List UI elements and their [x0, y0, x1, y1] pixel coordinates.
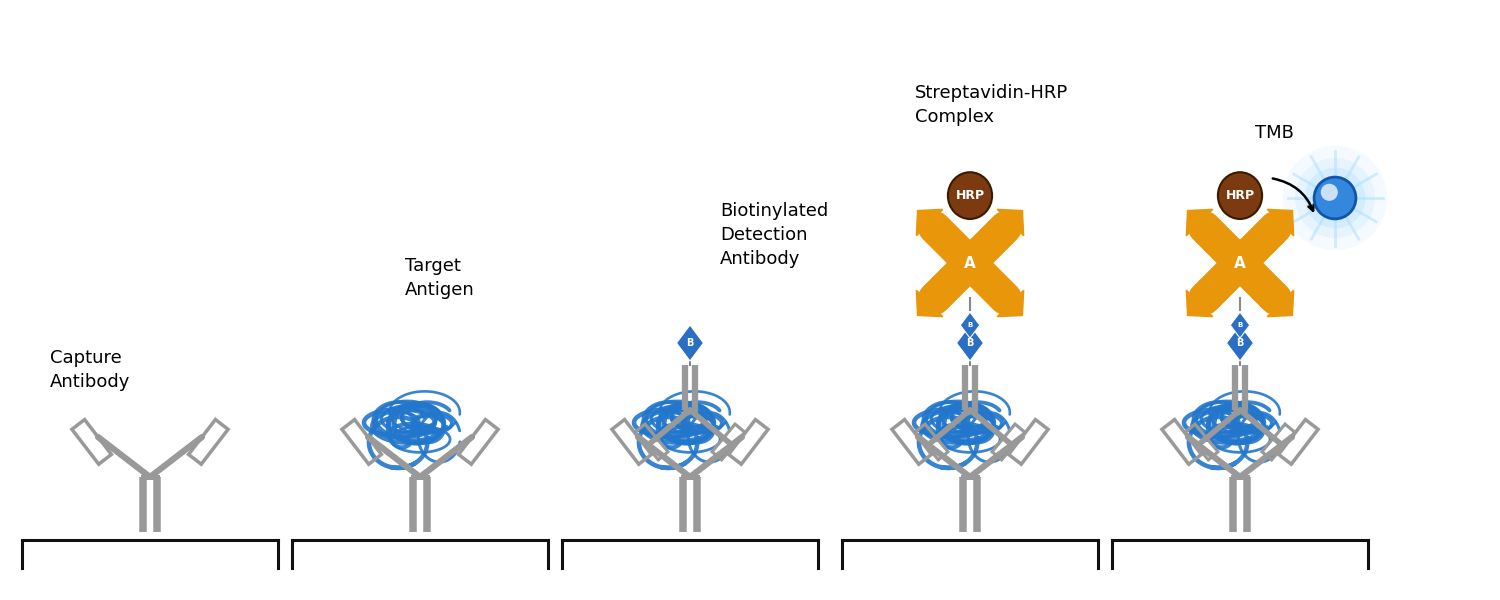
Text: Capture
Antibody: Capture Antibody — [50, 349, 130, 391]
Polygon shape — [1227, 325, 1254, 361]
Text: A: A — [964, 256, 976, 271]
Polygon shape — [998, 290, 1023, 317]
Text: B: B — [687, 338, 693, 348]
Ellipse shape — [1218, 172, 1261, 219]
Polygon shape — [916, 209, 944, 236]
Text: B: B — [1236, 338, 1244, 348]
Polygon shape — [676, 325, 703, 361]
Polygon shape — [1186, 209, 1214, 236]
Circle shape — [1314, 177, 1356, 219]
Circle shape — [1305, 167, 1365, 229]
Text: A: A — [1234, 256, 1246, 271]
Polygon shape — [1268, 209, 1293, 236]
Polygon shape — [998, 209, 1023, 236]
Circle shape — [1320, 184, 1338, 201]
Polygon shape — [957, 325, 984, 361]
Text: TMB: TMB — [1256, 124, 1294, 142]
Circle shape — [1294, 158, 1376, 238]
Text: HRP: HRP — [956, 189, 984, 202]
Polygon shape — [960, 312, 980, 338]
Text: HRP: HRP — [1226, 189, 1254, 202]
Polygon shape — [1230, 312, 1250, 338]
Ellipse shape — [948, 172, 992, 219]
Text: Biotinylated
Detection
Antibody: Biotinylated Detection Antibody — [720, 202, 828, 268]
Text: B: B — [968, 322, 972, 328]
Circle shape — [1282, 146, 1388, 250]
Polygon shape — [1268, 290, 1293, 317]
Text: B: B — [966, 338, 974, 348]
Polygon shape — [1186, 290, 1214, 317]
Text: Streptavidin-HRP
Complex: Streptavidin-HRP Complex — [915, 84, 1068, 126]
Text: B: B — [1238, 322, 1242, 328]
Polygon shape — [916, 290, 944, 317]
Text: Target
Antigen: Target Antigen — [405, 257, 474, 299]
